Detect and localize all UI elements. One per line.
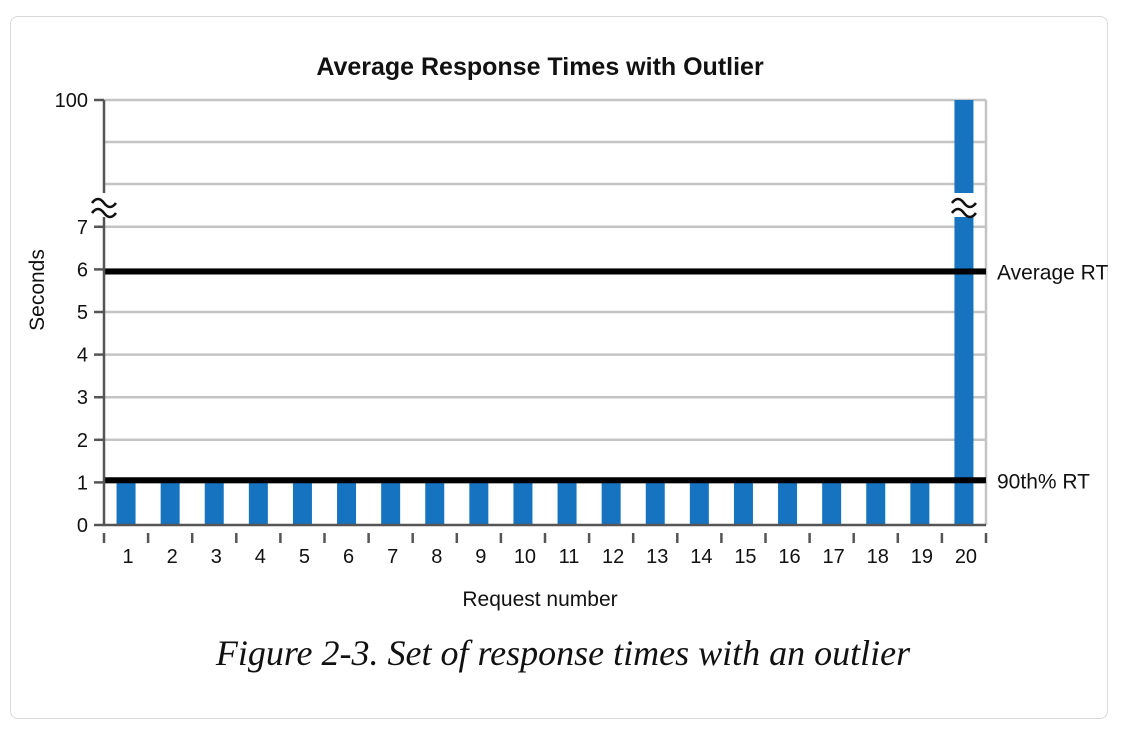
axis-break-wave bbox=[90, 197, 118, 209]
bar bbox=[733, 482, 753, 525]
bar bbox=[160, 482, 180, 525]
x-tick-label: 19 bbox=[911, 546, 933, 568]
x-tick-label: 17 bbox=[823, 546, 845, 568]
bar bbox=[866, 482, 886, 525]
bar bbox=[292, 482, 312, 525]
bar bbox=[337, 482, 357, 525]
bar bbox=[557, 482, 577, 525]
x-tick-label: 12 bbox=[602, 546, 624, 568]
bar-chart: Average Response Times with Outlier Seco… bbox=[26, 53, 1108, 611]
x-tick-label: 14 bbox=[690, 546, 712, 568]
x-tick-label: 5 bbox=[299, 546, 310, 568]
reference-line-label: 90th% RT bbox=[997, 470, 1090, 493]
y-tick-label: 3 bbox=[77, 387, 88, 409]
y-tick-label: 7 bbox=[77, 217, 88, 239]
y-tick-label: 4 bbox=[77, 345, 88, 367]
y-tick-label: 2 bbox=[77, 430, 88, 452]
y-tick-label: 100 bbox=[55, 90, 88, 112]
x-tick-label: 3 bbox=[211, 546, 222, 568]
y-tick-label: 1 bbox=[77, 472, 88, 494]
x-tick-label: 16 bbox=[778, 546, 800, 568]
x-tick-label: 7 bbox=[387, 546, 398, 568]
bar bbox=[381, 482, 401, 525]
y-axis-break-icon bbox=[88, 193, 120, 219]
bar bbox=[116, 482, 136, 525]
bar bbox=[204, 482, 224, 525]
bar bbox=[910, 482, 930, 525]
x-tick-label: 10 bbox=[514, 546, 536, 568]
axis-break-wave bbox=[90, 207, 118, 219]
bar bbox=[469, 482, 489, 525]
y-tick-label: 6 bbox=[77, 259, 88, 281]
chart-title: Average Response Times with Outlier bbox=[316, 53, 764, 81]
axis-break-wave bbox=[950, 197, 977, 209]
reference-line-label: Average RT bbox=[997, 262, 1108, 285]
bar bbox=[778, 482, 798, 525]
x-tick-label: 6 bbox=[343, 546, 354, 568]
x-tick-label: 18 bbox=[867, 546, 889, 568]
bar bbox=[248, 482, 268, 525]
bar bbox=[601, 482, 621, 525]
x-tick-label: 8 bbox=[431, 546, 442, 568]
x-tick-label: 9 bbox=[475, 546, 486, 568]
y-tick-label: 5 bbox=[77, 302, 88, 324]
x-tick-label: 1 bbox=[122, 546, 133, 568]
x-tick-label: 2 bbox=[167, 546, 178, 568]
y-tick-label: 0 bbox=[77, 515, 88, 537]
axis-break-wave bbox=[950, 207, 977, 219]
figure-caption: Figure 2-3. Set of response times with a… bbox=[215, 633, 911, 673]
bar bbox=[689, 482, 709, 525]
bar bbox=[645, 482, 665, 525]
x-tick-label: 4 bbox=[255, 546, 266, 568]
y-axis-title: Seconds bbox=[26, 249, 49, 331]
outlier-bar-break-icon bbox=[947, 193, 980, 219]
x-tick-label: 15 bbox=[734, 546, 756, 568]
bar bbox=[425, 482, 445, 525]
x-tick-label: 20 bbox=[955, 546, 977, 568]
x-tick-label: 11 bbox=[559, 546, 580, 568]
bar bbox=[822, 482, 842, 525]
x-tick-label: 13 bbox=[646, 546, 668, 568]
x-axis-title: Request number bbox=[462, 588, 617, 611]
figure-card bbox=[10, 16, 1108, 719]
bar bbox=[513, 482, 533, 525]
bar bbox=[954, 100, 974, 525]
